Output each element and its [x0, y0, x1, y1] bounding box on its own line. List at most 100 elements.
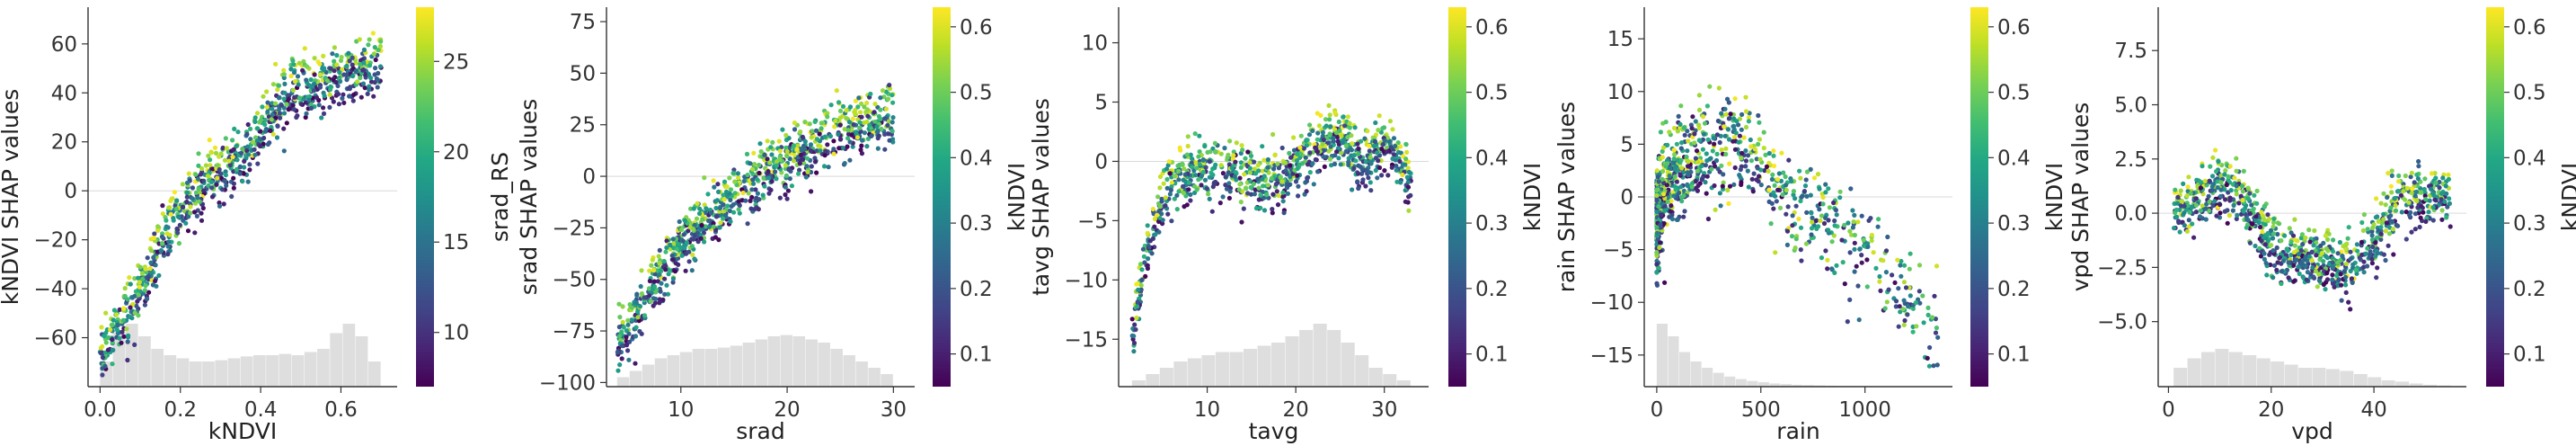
data-point	[1239, 219, 1244, 225]
y-tick-label: −10	[1064, 269, 1108, 292]
histogram-bar	[1757, 382, 1769, 387]
data-point	[1342, 123, 1348, 129]
data-point	[273, 61, 279, 67]
data-point	[1326, 148, 1332, 154]
data-point	[195, 195, 200, 201]
data-point	[2373, 215, 2378, 220]
data-point	[867, 122, 872, 128]
data-point	[1406, 208, 1412, 213]
data-point	[647, 268, 652, 273]
data-point	[1931, 363, 1936, 369]
data-point	[1349, 133, 1354, 138]
data-point	[629, 317, 634, 323]
data-point	[684, 240, 690, 245]
data-point	[1725, 127, 1731, 132]
data-point	[1197, 149, 1202, 155]
data-point	[2343, 290, 2349, 295]
data-point	[1905, 312, 1910, 317]
data-point	[2353, 267, 2359, 272]
data-point	[1669, 199, 1674, 204]
data-point	[1693, 119, 1698, 124]
data-point	[1220, 194, 1226, 200]
data-point	[1869, 238, 1874, 244]
data-point	[1804, 193, 1810, 199]
colorbar-label: kNDVI	[2041, 163, 2067, 231]
colorbar-tick-label: 0.3	[960, 212, 993, 236]
data-point	[768, 145, 774, 150]
data-point	[262, 117, 268, 123]
data-point	[1138, 262, 1144, 267]
data-point	[1185, 134, 1191, 139]
data-point	[1379, 146, 1385, 152]
data-point	[357, 37, 362, 42]
data-point	[664, 238, 669, 244]
data-point	[1252, 159, 1257, 165]
data-point	[1669, 217, 1676, 222]
data-point	[2292, 243, 2297, 248]
data-point	[1218, 151, 1224, 156]
data-point	[859, 101, 864, 106]
data-point	[1751, 171, 1757, 176]
data-point	[1656, 179, 1661, 184]
data-point	[151, 236, 156, 241]
data-point	[1717, 139, 1722, 146]
histogram-bar	[1299, 330, 1314, 387]
histogram-bar	[843, 355, 855, 387]
data-point	[108, 327, 113, 333]
data-point	[1335, 134, 1341, 140]
data-point	[110, 322, 115, 327]
data-point	[220, 145, 226, 151]
data-point	[1900, 307, 1906, 312]
data-point	[883, 106, 890, 112]
data-point	[1715, 118, 1721, 124]
data-point	[372, 72, 377, 77]
data-point	[831, 147, 837, 152]
data-point	[2378, 236, 2384, 242]
data-point	[762, 152, 767, 157]
data-point	[1761, 129, 1766, 135]
data-point	[2260, 229, 2265, 235]
data-point	[2275, 231, 2280, 237]
data-point	[716, 237, 721, 243]
data-point	[207, 138, 212, 143]
data-point	[1226, 152, 1231, 157]
data-point	[715, 182, 721, 187]
data-point	[647, 293, 652, 299]
data-point	[1895, 257, 1900, 263]
data-point	[1199, 174, 1204, 179]
data-point	[1304, 189, 1309, 194]
data-point	[361, 47, 367, 53]
data-point	[2299, 232, 2305, 237]
data-point	[304, 77, 309, 83]
data-point	[875, 146, 881, 151]
data-point	[134, 303, 139, 308]
data-point	[2326, 231, 2332, 236]
x-axis-label: kNDVI	[208, 418, 277, 444]
histogram-bar	[1769, 383, 1781, 387]
data-point	[1251, 181, 1256, 187]
data-point	[276, 83, 282, 88]
data-point	[209, 185, 215, 191]
data-point	[1849, 232, 1855, 237]
data-point	[1233, 159, 1238, 165]
data-point	[887, 138, 892, 143]
data-point	[727, 208, 733, 214]
data-point	[2388, 183, 2394, 189]
data-point	[1295, 165, 1300, 172]
data-point	[1260, 168, 1265, 174]
data-point	[346, 85, 351, 92]
data-point	[1662, 280, 1668, 285]
data-point	[1832, 270, 1837, 275]
x-tick-label: 0.6	[324, 398, 358, 422]
data-point	[753, 187, 758, 192]
data-point	[121, 334, 127, 339]
data-point	[196, 163, 201, 168]
histogram-bar	[151, 349, 164, 387]
data-point	[761, 175, 766, 181]
data-point	[681, 232, 686, 237]
data-point	[1339, 150, 1344, 156]
data-point	[294, 114, 299, 120]
data-point	[2198, 179, 2203, 184]
